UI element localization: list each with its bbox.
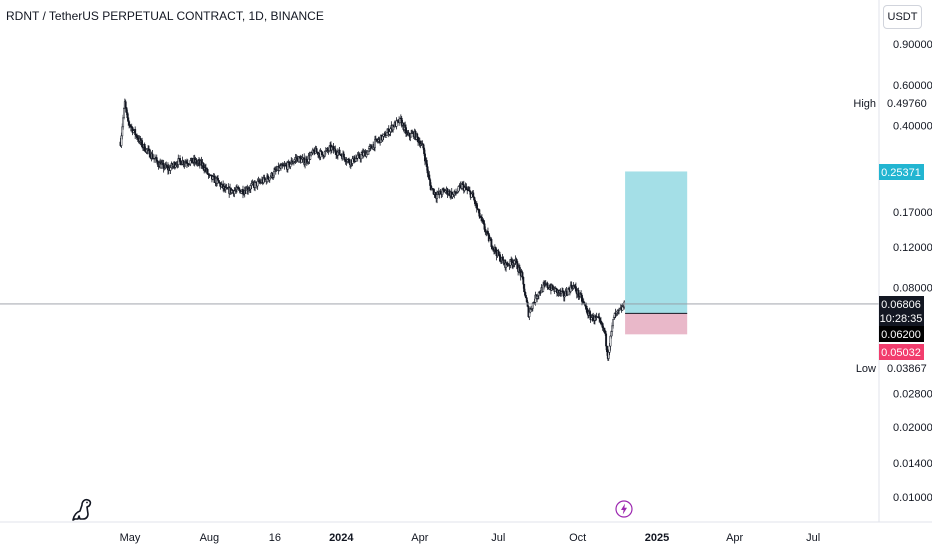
price-tick-label: 0.40000 <box>893 121 932 133</box>
candle-body <box>360 154 363 160</box>
candle-body <box>273 171 275 177</box>
currency-button[interactable]: USDT <box>883 5 922 29</box>
price-tick-label: 0.01400 <box>893 458 932 470</box>
time-axis-label: Jul <box>491 532 505 544</box>
time-axis-label: May <box>120 532 141 544</box>
stop-price-tag <box>879 344 924 360</box>
high-marker-label: High <box>853 98 876 110</box>
entry-price-tag <box>879 326 924 342</box>
price-tick-label: 0.90000 <box>893 39 932 51</box>
price-tick-label: 0.60000 <box>893 80 932 92</box>
price-tick-label: 0.01000 <box>893 492 932 504</box>
time-axis-label: Oct <box>569 532 586 544</box>
candle-body <box>546 282 549 288</box>
price-tick-label: 0.08000 <box>893 283 932 295</box>
candle-body <box>385 135 388 138</box>
stop-price-tag-text: 0.05032 <box>881 347 921 359</box>
time-axis-label: 16 <box>269 532 281 544</box>
price-scale[interactable]: 0.90000 0.60000 0.40000 0.17000 0.12000 0.080… <box>893 39 932 504</box>
time-axis-label: Aug <box>200 532 220 544</box>
time-axis-label: Apr <box>411 532 428 544</box>
candle-body <box>240 191 243 194</box>
high-marker-value: 0.49760 <box>887 98 927 110</box>
candle-body <box>134 129 137 135</box>
time-axis-label: 2024 <box>329 532 354 544</box>
candle-body <box>522 277 525 285</box>
candles-series <box>119 98 626 361</box>
position-target-zone[interactable] <box>625 171 688 314</box>
candle-body <box>605 333 608 347</box>
candle-body <box>321 151 324 156</box>
price-tick-label: 0.17000 <box>893 207 932 219</box>
candle-body <box>279 165 282 169</box>
target-price-tag-text: 0.25371 <box>881 167 921 179</box>
entry-price-tag-text: 0.06200 <box>881 329 921 341</box>
bar-countdown: 10:28:35 <box>880 313 923 325</box>
time-axis-label: Jul <box>806 532 820 544</box>
time-axis-label: Apr <box>726 532 743 544</box>
symbol-title[interactable]: RDNT / TetherUS PERPETUAL CONTRACT, 1D, … <box>6 9 324 23</box>
price-tick-label: 0.02000 <box>893 422 932 434</box>
low-marker-value: 0.03867 <box>887 363 927 375</box>
lightning-bolt-icon[interactable] <box>615 500 633 518</box>
candle-body <box>623 301 626 308</box>
time-scale[interactable]: May Aug 16 2024 Apr Jul Oct 2025 Apr Jul <box>120 532 821 544</box>
position-stop-zone[interactable] <box>625 313 688 335</box>
candle-body <box>267 175 269 180</box>
last-price-tag-text: 0.06806 <box>881 299 921 311</box>
candle-body <box>123 108 125 119</box>
price-tick-label: 0.02800 <box>893 388 932 400</box>
target-price-tag <box>879 164 924 180</box>
price-tick-label: 0.12000 <box>893 242 932 254</box>
candle-body <box>124 101 127 108</box>
low-marker-label: Low <box>856 363 876 375</box>
time-axis-label: 2025 <box>645 532 669 544</box>
tradingview-dino-logo-icon[interactable] <box>70 496 96 522</box>
last-price-tag <box>879 296 924 326</box>
candle-body <box>338 149 341 155</box>
candle-body <box>612 319 614 327</box>
